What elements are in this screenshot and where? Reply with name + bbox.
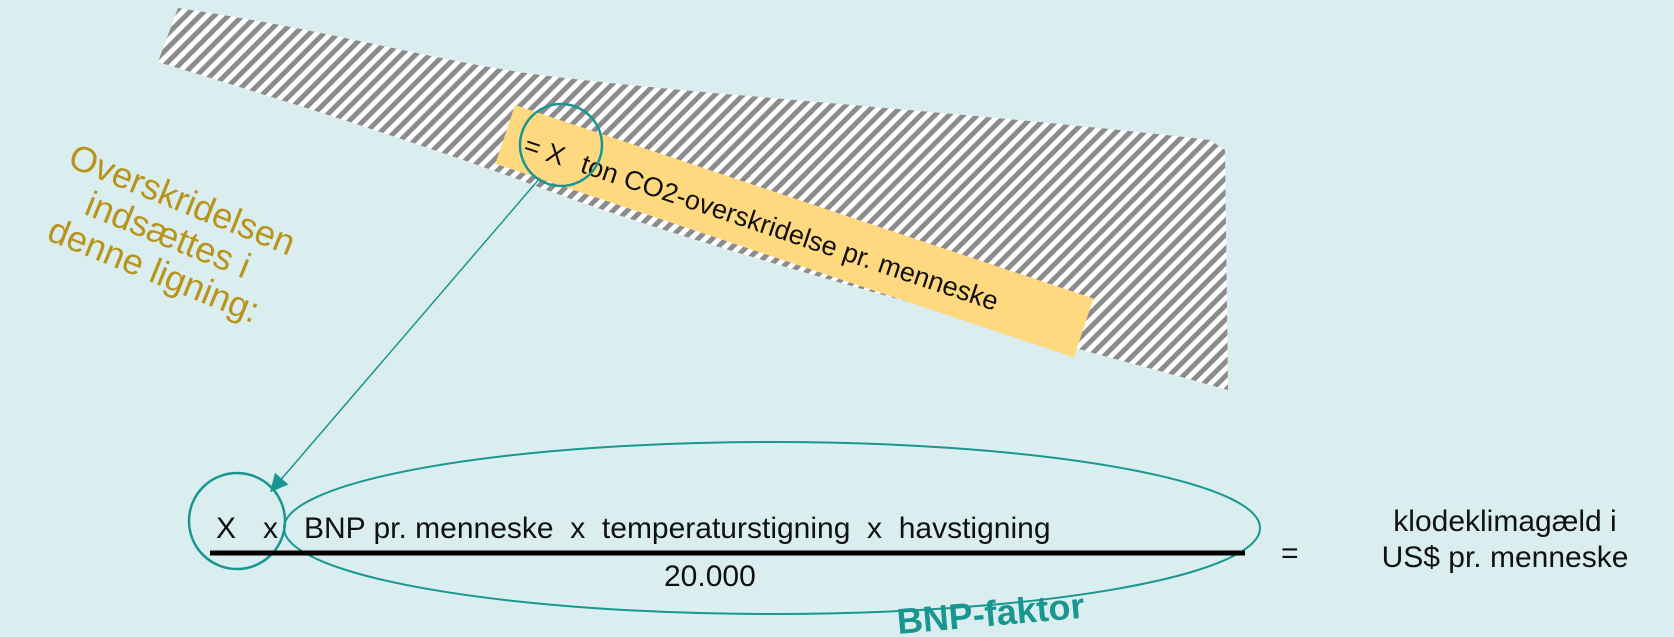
connector-arrow xyxy=(270,177,541,493)
result-line-2: US$ pr. menneske xyxy=(1381,541,1629,574)
bnp-factor-ellipse xyxy=(283,441,1261,615)
equation-equals-sign: = xyxy=(1281,537,1299,570)
bnp-factor-label: BNP-faktor xyxy=(895,585,1086,637)
equation-x-symbol: X xyxy=(216,512,237,545)
equation-times: x xyxy=(263,512,278,545)
callout-box xyxy=(495,105,1094,358)
result-line-1: klodeklimagæld i xyxy=(1393,505,1617,538)
x-highlight-circle-top xyxy=(518,102,604,188)
equation-denominator: 20.000 xyxy=(664,560,756,593)
equation-numerator: BNP pr. menneske x temperaturstigning x … xyxy=(304,512,1051,545)
equation-result: klodeklimagæld i US$ pr. menneske xyxy=(1340,504,1670,576)
